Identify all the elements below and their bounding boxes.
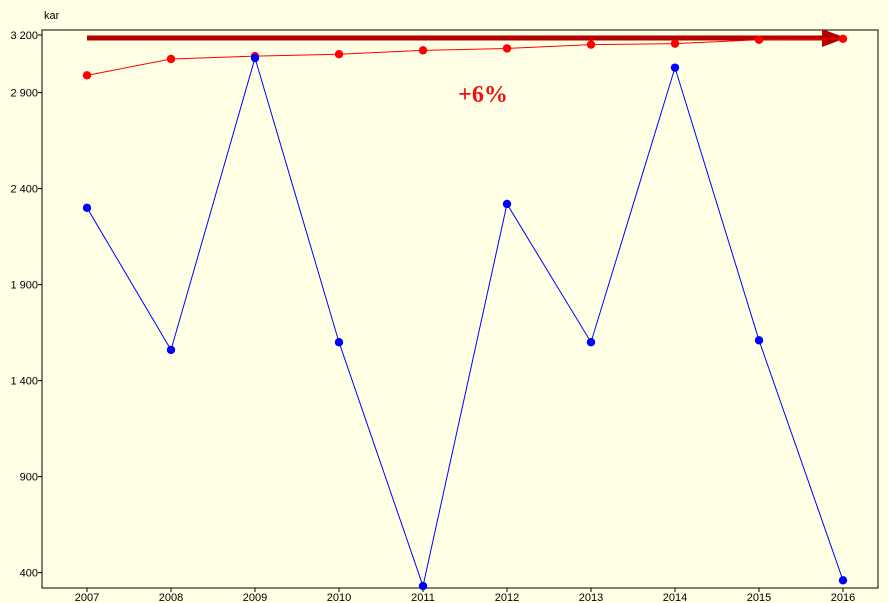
series-1 <box>82 53 848 591</box>
data-point <box>838 576 848 585</box>
data-point <box>250 53 260 63</box>
x-tick-label: 2008 <box>159 592 183 603</box>
x-tick-label: 2012 <box>495 592 519 603</box>
data-point <box>586 40 596 49</box>
data-point <box>586 338 596 347</box>
y-tick-label: 400 <box>20 568 38 580</box>
series-line <box>86 56 844 588</box>
growth-annotation: +6% <box>458 82 508 108</box>
y-axis-unit-label: kar <box>44 10 60 22</box>
data-point <box>334 50 344 59</box>
x-tick-label: 2013 <box>579 592 603 603</box>
series-layer <box>82 34 848 591</box>
data-point <box>754 336 764 345</box>
trend-arrow <box>87 29 846 47</box>
x-tick-label: 2016 <box>831 592 855 603</box>
y-tick-label: 2 900 <box>10 88 38 100</box>
data-point <box>82 203 92 213</box>
data-point <box>418 46 428 55</box>
data-point <box>670 63 680 72</box>
x-tick-label: 2014 <box>663 592 687 603</box>
y-axis-ticks: 400 900 1 400 1 900 2 400 2 900 3 200 <box>10 30 42 580</box>
y-tick-label: 1 900 <box>10 280 38 292</box>
data-point <box>502 44 512 53</box>
axes <box>41 29 879 589</box>
series-0 <box>82 34 848 80</box>
x-tick-label: 2007 <box>75 592 99 603</box>
x-tick-label: 2015 <box>747 592 771 603</box>
y-tick-label: 3 200 <box>10 30 38 42</box>
plot-frame <box>41 29 879 589</box>
x-tick-label: 2009 <box>243 592 267 603</box>
data-point <box>166 54 176 64</box>
data-point <box>838 34 848 44</box>
data-point <box>334 338 344 347</box>
y-tick-label: 1 400 <box>10 376 38 388</box>
data-point <box>502 199 512 209</box>
x-tick-label: 2011 <box>411 592 435 603</box>
data-point <box>82 71 92 80</box>
data-point <box>670 39 680 48</box>
y-tick-label: 2 400 <box>10 184 38 196</box>
data-point <box>418 581 428 591</box>
x-tick-label: 2010 <box>327 592 351 603</box>
data-point <box>166 345 176 355</box>
series-line <box>86 38 844 76</box>
y-tick-label: 900 <box>20 472 38 484</box>
data-point <box>754 35 764 45</box>
trend-arrow-head <box>822 29 846 47</box>
x-axis-ticks: 2007 2008 2009 2010 2011 2012 2013 2014 2015 2016 <box>75 588 855 603</box>
